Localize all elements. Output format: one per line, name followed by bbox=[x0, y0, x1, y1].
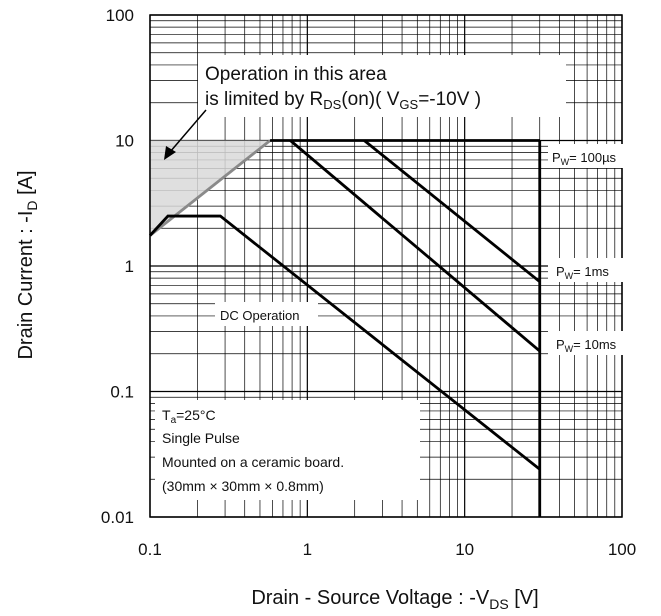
annotation-part: (on)( V bbox=[341, 89, 399, 110]
note-part: a bbox=[171, 415, 177, 426]
annotation-part: is limited by R bbox=[205, 89, 323, 110]
label-part: [A] bbox=[15, 170, 37, 200]
label-part: = 100µs bbox=[569, 150, 616, 165]
label-part: = 10ms bbox=[573, 337, 616, 352]
series-label: PW= 10ms bbox=[556, 337, 617, 354]
label-part: DS bbox=[489, 596, 508, 612]
note-box bbox=[155, 400, 420, 500]
annotation: Operation in this area bbox=[205, 64, 387, 85]
label-part: P bbox=[552, 150, 561, 165]
label-box bbox=[548, 331, 640, 355]
label-part: D bbox=[24, 200, 40, 210]
x-axis-label: Drain - Source Voltage : -VDS [V] bbox=[251, 587, 538, 612]
y-tick-label: 0.01 bbox=[101, 508, 134, 527]
note-part: =25°C bbox=[176, 407, 215, 423]
series-line bbox=[148, 214, 541, 471]
label-part: = 1ms bbox=[573, 264, 609, 279]
label-part: [V] bbox=[509, 587, 539, 609]
label-part: P bbox=[556, 337, 565, 352]
label-part: W bbox=[561, 157, 570, 167]
y-tick-label: 100 bbox=[106, 6, 134, 25]
label-part: Drain - Source Voltage : -V bbox=[251, 587, 490, 609]
label-part: W bbox=[565, 271, 574, 281]
label-box bbox=[548, 258, 626, 282]
x-tick-label: 1 bbox=[303, 540, 312, 559]
series-line bbox=[289, 139, 541, 353]
series-line bbox=[149, 139, 271, 237]
x-tick-label: 0.1 bbox=[138, 540, 162, 559]
y-tick-label: 1 bbox=[125, 257, 134, 276]
annotation: is limited by RDS(on)( VGS=-10V ) bbox=[205, 89, 481, 112]
note: Single Pulse bbox=[162, 430, 240, 446]
note: Ta=25°C bbox=[162, 407, 216, 426]
x-tick-label: 100 bbox=[608, 540, 636, 559]
label-box bbox=[548, 144, 626, 168]
label-box bbox=[215, 302, 318, 326]
note: Mounted on a ceramic board. bbox=[162, 454, 344, 470]
series-label: PW= 1ms bbox=[556, 264, 609, 281]
series-line bbox=[363, 139, 541, 283]
label-part: W bbox=[565, 344, 574, 354]
x-tick-label: 10 bbox=[455, 540, 474, 559]
y-axis-label: Drain Current : -ID [A] bbox=[15, 170, 40, 359]
note: (30mm × 30mm × 0.8mm) bbox=[162, 478, 324, 494]
arrow bbox=[169, 109, 207, 153]
annotation-part: =-10V ) bbox=[418, 89, 481, 110]
y-tick-label: 10 bbox=[115, 132, 134, 151]
annotation-part: GS bbox=[399, 97, 418, 112]
arrow-head bbox=[164, 146, 176, 160]
marks bbox=[148, 139, 542, 517]
annotation-part: DS bbox=[323, 97, 341, 112]
annotation-box bbox=[198, 55, 566, 117]
note-part: T bbox=[162, 407, 171, 423]
label-part: P bbox=[556, 264, 565, 279]
label-part: Drain Current : -I bbox=[15, 211, 37, 360]
series-label: DC Operation bbox=[220, 308, 299, 323]
series-label: PW= 100µs bbox=[552, 150, 617, 167]
y-tick-label: 0.1 bbox=[110, 383, 134, 402]
